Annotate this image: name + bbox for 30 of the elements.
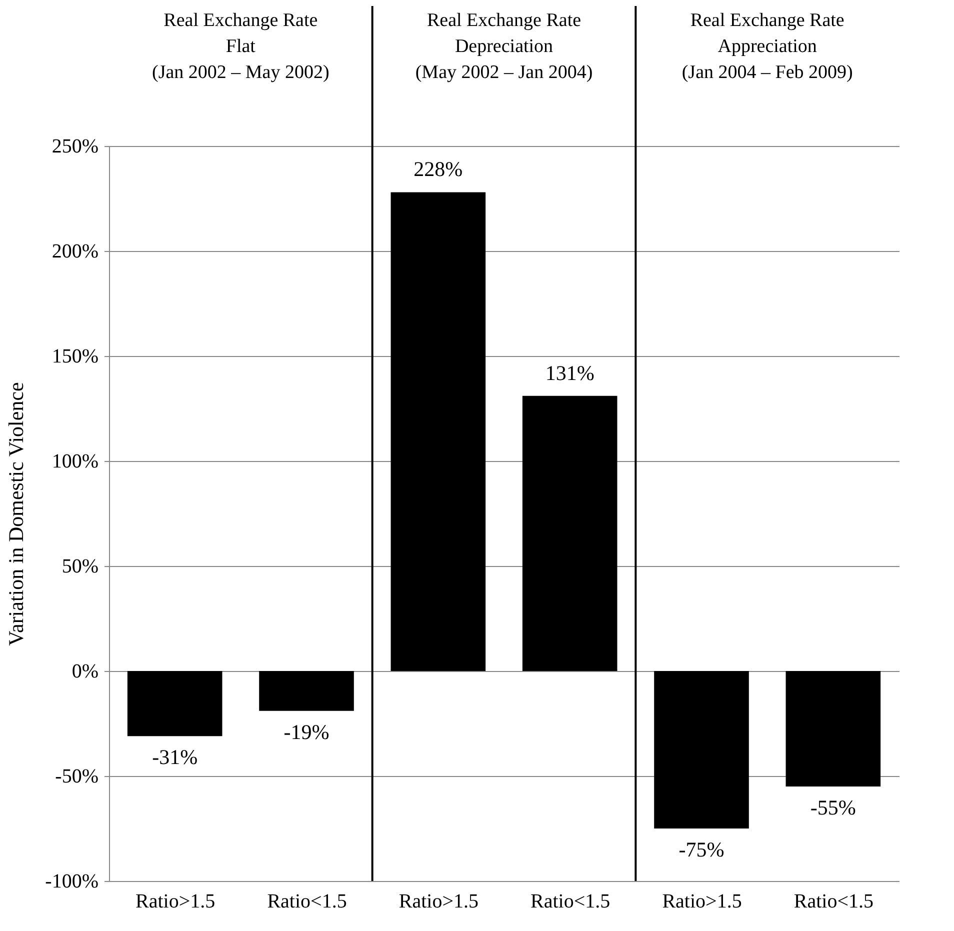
data-label: -31%	[152, 745, 198, 770]
data-label: 131%	[545, 360, 594, 385]
x-tick-label: Ratio>1.5	[398, 890, 478, 912]
y-tick-label: 0%	[72, 660, 98, 682]
data-label: -19%	[284, 720, 330, 744]
bar	[127, 671, 222, 736]
x-tick-label: Ratio<1.5	[530, 890, 610, 912]
data-label: 228%	[414, 157, 463, 182]
x-tick-label: Ratio<1.5	[794, 890, 874, 912]
y-tick-label: 150%	[52, 346, 98, 368]
text: Real Exchange Rate Flat (Jan 2002 – May 2002)	[152, 10, 330, 83]
y-tick-label: -50%	[55, 766, 98, 788]
x-tick-label: Ratio<1.5	[267, 890, 347, 912]
bar	[390, 192, 486, 671]
data-label: -55%	[810, 796, 856, 820]
x-tick-label: Ratio>1.5	[662, 890, 742, 912]
bar	[786, 671, 881, 786]
y-axis-title: Variation in Domestic Violence	[4, 382, 28, 646]
bar	[522, 396, 618, 671]
y-tick-label: -100%	[45, 870, 98, 892]
text: Real Exchange Rate Appreciation (Jan 2004 – Feb 2009)	[682, 10, 853, 83]
data-label: -75%	[678, 838, 724, 862]
y-tick-label: 200%	[52, 240, 98, 262]
bar	[259, 671, 354, 711]
y-tick-label: 100%	[52, 450, 98, 472]
y-tick-label: 250%	[52, 136, 98, 158]
text: Real Exchange Rate Depreciation (May 2002 – Jan 2004)	[415, 10, 593, 83]
bar	[654, 671, 749, 828]
y-tick-label: 50%	[62, 556, 98, 578]
x-tick-label: Ratio>1.5	[136, 890, 216, 912]
